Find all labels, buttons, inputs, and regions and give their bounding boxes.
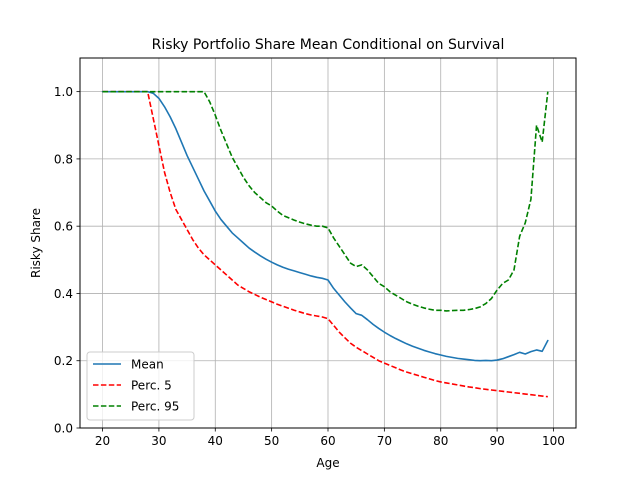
y-tick-label: 0.4: [54, 287, 73, 301]
y-axis-label: Risky Share: [29, 208, 43, 278]
chart-title: Risky Portfolio Share Mean Conditional o…: [152, 37, 505, 53]
y-tick-label: 0.0: [54, 422, 73, 436]
series-line-perc-5: [102, 90, 548, 398]
x-axis-label: Age: [316, 456, 339, 470]
series-line-perc-95: [102, 90, 549, 312]
x-tick-label: 60: [320, 434, 335, 448]
y-tick-label: 0.8: [54, 152, 73, 166]
x-tick-label: 100: [542, 434, 565, 448]
axis-ticks: 20 30 40 50 60 70 80 90 100 0.0 0.2 0.4 0.6 0.8 1.0: [54, 85, 565, 448]
legend-box: [86, 351, 195, 421]
legend-label-mean: Mean: [131, 358, 164, 372]
x-tick-label: 50: [264, 434, 279, 448]
y-tick-label: 0.6: [54, 220, 73, 234]
x-tick-label: 80: [433, 434, 448, 448]
x-tick-label: 90: [489, 434, 504, 448]
x-tick-label: 30: [151, 434, 166, 448]
series-line-mean: [101, 90, 549, 362]
y-tick-label: 1.0: [54, 85, 73, 99]
x-tick-label: 40: [208, 434, 223, 448]
x-tick-label: 70: [377, 434, 392, 448]
y-tick-label: 0.2: [54, 354, 73, 368]
legend: Mean Perc. 5 Perc. 95: [86, 351, 195, 421]
legend-label-perc-5: Perc. 5: [131, 379, 172, 393]
legend-label-perc-95: Perc. 95: [131, 400, 179, 414]
x-tick-label: 20: [95, 434, 110, 448]
series-lines: [101, 90, 549, 398]
